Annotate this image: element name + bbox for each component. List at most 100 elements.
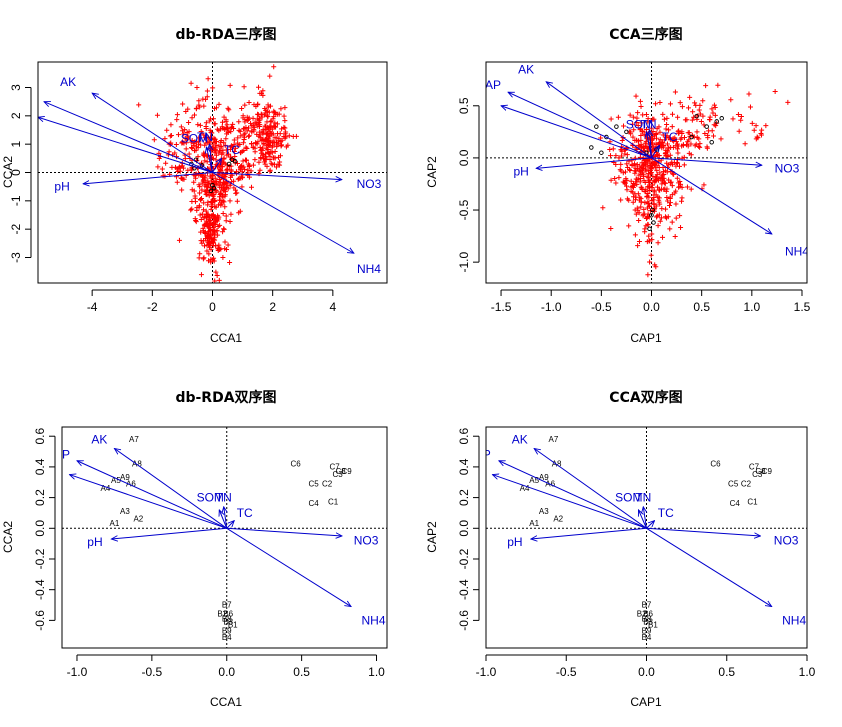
species-point [236, 210, 242, 216]
species-point [629, 161, 635, 167]
y-tick-label: -1.0 [457, 251, 471, 272]
species-point [193, 106, 199, 112]
species-point [174, 174, 180, 180]
site-label: B6 [643, 610, 653, 619]
env-vector-label: TN [197, 130, 213, 144]
species-point [185, 133, 191, 139]
site-point [709, 140, 714, 145]
species-point [272, 149, 278, 155]
site-label: B9 [222, 627, 232, 636]
species-point [227, 82, 233, 88]
species-point [649, 185, 655, 191]
species-point [211, 140, 217, 146]
species-point [272, 135, 278, 141]
env-vector-label: NH4 [362, 613, 386, 627]
site-label: C9 [762, 467, 773, 476]
species-point [666, 127, 672, 133]
chart-title: db-RDA双序图 [175, 389, 276, 406]
species-point [651, 201, 657, 207]
species-point [692, 100, 698, 106]
species-point [275, 161, 281, 167]
species-point [176, 237, 182, 243]
species-point [207, 173, 213, 179]
species-point [241, 84, 247, 90]
species-point [645, 116, 651, 122]
species-point [624, 196, 630, 202]
species-point [162, 136, 168, 142]
species-point [257, 134, 263, 140]
env-vector-label: TC [662, 130, 678, 144]
species-point [205, 76, 211, 82]
species-point [290, 133, 296, 139]
species-point [202, 221, 208, 227]
site-label: C1 [747, 498, 758, 507]
species-point [225, 242, 231, 248]
site-label: C8 [335, 467, 346, 476]
species-point [264, 113, 270, 119]
species-point [641, 206, 647, 212]
x-tick-label: 0.0 [638, 665, 655, 679]
species-point [154, 112, 160, 118]
species-point [630, 189, 636, 195]
species-point [278, 106, 284, 112]
species-point [212, 106, 218, 112]
species-point [648, 252, 654, 258]
y-tick-label: -1 [9, 195, 23, 206]
env-vector-arrow [209, 144, 212, 173]
species-point [630, 121, 636, 127]
species-point [223, 213, 229, 219]
species-point [670, 161, 676, 167]
species-point [188, 167, 194, 173]
species-point [228, 211, 234, 217]
env-vector-label: TN [635, 491, 651, 505]
site-point [624, 129, 629, 135]
site-point [650, 207, 655, 213]
species-point [665, 198, 671, 204]
species-point [202, 135, 208, 141]
species-point [239, 184, 245, 190]
species-point [255, 123, 261, 129]
species-point [267, 157, 273, 163]
species-point [201, 103, 207, 109]
species-point [709, 106, 715, 112]
species-point [622, 180, 628, 186]
y-axis: -0.6 -0.4 -0.2 0.0 0.2 0.4 0.6 [33, 428, 56, 631]
site-point [589, 145, 594, 150]
species-point [639, 160, 645, 166]
env-vector-arrow [206, 147, 213, 173]
x-axis-label: CCA1 [210, 695, 242, 709]
site-label: B4 [642, 633, 652, 642]
env-vector-arrow [44, 102, 213, 173]
species-point [164, 127, 170, 133]
x-tick-label: -2 [147, 300, 158, 314]
species-point [660, 111, 666, 117]
site-label: A4 [101, 484, 111, 493]
species-point [667, 101, 673, 107]
species-point [217, 184, 223, 190]
species-point [283, 144, 289, 150]
env-vector-label: AK [518, 62, 534, 76]
species-point [183, 172, 189, 178]
env-vector-arrow [111, 527, 227, 539]
species-point [669, 111, 675, 117]
env-vector-label: TN [216, 491, 232, 505]
species-point [220, 193, 226, 199]
species-point [215, 181, 221, 187]
species-point [201, 207, 207, 213]
species-point [632, 197, 638, 203]
site-label: B6 [223, 610, 233, 619]
species-point [678, 136, 684, 142]
x-tick-label: 0 [209, 300, 216, 314]
species-point [198, 216, 204, 222]
species-point [242, 134, 248, 140]
species-point [673, 163, 679, 169]
plot-frame [485, 426, 808, 649]
species-point [640, 211, 646, 217]
species-point [664, 195, 670, 201]
chart-title: CCA双序图 [609, 389, 682, 406]
species-point [669, 219, 675, 225]
species-point [676, 128, 682, 134]
species-point [676, 180, 682, 186]
species-point [616, 175, 622, 181]
y-axis-label: CAP2 [425, 521, 439, 553]
